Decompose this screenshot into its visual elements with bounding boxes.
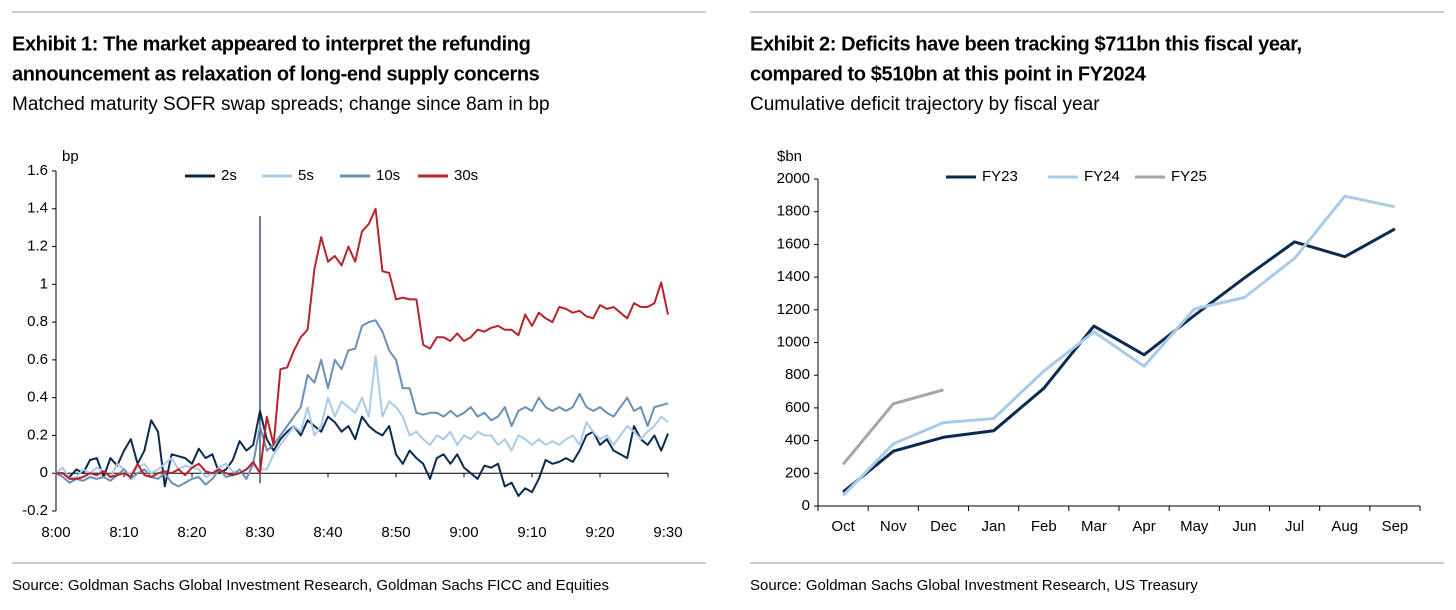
chart-title: Exhibit 1: The market appeared to interp… bbox=[12, 33, 530, 55]
y-tick-label: 1000 bbox=[777, 333, 810, 350]
source-note: Source: Goldman Sachs Global Investment … bbox=[750, 577, 1198, 594]
x-tick-label: Nov bbox=[880, 518, 907, 535]
x-tick-label: 9:20 bbox=[585, 524, 614, 541]
y-tick-label: 2000 bbox=[777, 170, 810, 187]
y-axis-label: $bn bbox=[777, 148, 802, 165]
series-line bbox=[55, 319, 669, 488]
x-tick-label: 9:30 bbox=[653, 524, 682, 541]
x-tick-label: 8:00 bbox=[41, 524, 70, 541]
legend-label: 30s bbox=[454, 167, 478, 184]
chart-title: announcement as relaxation of long-end s… bbox=[12, 63, 540, 85]
chart-title: compared to $510bn at this point in FY20… bbox=[750, 63, 1147, 85]
y-tick-label: 0 bbox=[802, 497, 810, 514]
x-tick-label: Aug bbox=[1331, 518, 1358, 535]
legend-label: FY23 bbox=[982, 168, 1018, 185]
series-line bbox=[55, 355, 669, 480]
x-tick-label: Mar bbox=[1081, 518, 1107, 535]
y-tick-label: 1200 bbox=[777, 301, 810, 318]
chart-subtitle: Cumulative deficit trajectory by fiscal … bbox=[750, 94, 1100, 115]
series-line bbox=[842, 227, 1396, 494]
x-tick-label: 8:20 bbox=[177, 524, 206, 541]
legend-label: FY25 bbox=[1171, 168, 1207, 185]
y-tick-label: 0 bbox=[40, 464, 48, 481]
legend-label: 2s bbox=[221, 167, 237, 184]
y-tick-label: 0.4 bbox=[27, 389, 48, 406]
y-tick-label: 1.6 bbox=[27, 162, 48, 179]
x-tick-label: May bbox=[1180, 518, 1209, 535]
x-tick-label: 9:10 bbox=[517, 524, 546, 541]
x-tick-label: Oct bbox=[831, 518, 855, 535]
x-tick-label: Feb bbox=[1031, 518, 1057, 535]
x-tick-label: Dec bbox=[930, 518, 957, 535]
x-tick-label: Sep bbox=[1382, 518, 1409, 535]
y-tick-label: 0.6 bbox=[27, 351, 48, 368]
series-line bbox=[842, 194, 1396, 497]
x-tick-label: 8:30 bbox=[245, 524, 274, 541]
y-tick-label: 0.2 bbox=[27, 426, 48, 443]
x-tick-label: Jan bbox=[981, 518, 1005, 535]
y-tick-label: 0.8 bbox=[27, 313, 48, 330]
x-tick-label: Apr bbox=[1132, 518, 1155, 535]
y-tick-label: 1800 bbox=[777, 203, 810, 220]
x-tick-label: Jun bbox=[1232, 518, 1256, 535]
x-tick-label: Jul bbox=[1285, 518, 1304, 535]
chart-title: Exhibit 2: Deficits have been tracking $… bbox=[750, 33, 1302, 55]
chart-panel: Exhibit 2: Deficits have been tracking $… bbox=[750, 11, 1444, 594]
y-tick-label: 200 bbox=[785, 464, 810, 481]
y-tick-label: 800 bbox=[785, 366, 810, 383]
series-line bbox=[841, 388, 944, 466]
y-tick-label: 1400 bbox=[777, 268, 810, 285]
chart-subtitle: Matched maturity SOFR swap spreads; chan… bbox=[12, 94, 550, 115]
legend-label: FY24 bbox=[1084, 168, 1120, 185]
legend-label: 10s bbox=[376, 167, 400, 184]
y-tick-label: 600 bbox=[785, 399, 810, 416]
legend-label: 5s bbox=[298, 167, 314, 184]
series-line bbox=[56, 207, 669, 480]
y-tick-label: -0.2 bbox=[22, 502, 48, 519]
x-tick-label: 8:50 bbox=[381, 524, 410, 541]
y-tick-label: 400 bbox=[785, 432, 810, 449]
series-line bbox=[56, 409, 669, 497]
y-tick-label: 1 bbox=[40, 275, 48, 292]
chart-panel: Exhibit 1: The market appeared to interp… bbox=[12, 11, 706, 594]
x-tick-label: 9:00 bbox=[449, 524, 478, 541]
source-note: Source: Goldman Sachs Global Investment … bbox=[12, 577, 609, 594]
y-axis-label: bp bbox=[62, 148, 79, 165]
y-tick-label: 1.4 bbox=[27, 200, 48, 217]
x-tick-label: 8:10 bbox=[109, 524, 138, 541]
y-tick-label: 1.2 bbox=[27, 238, 48, 255]
x-tick-label: 8:40 bbox=[313, 524, 342, 541]
y-tick-label: 1600 bbox=[777, 235, 810, 252]
